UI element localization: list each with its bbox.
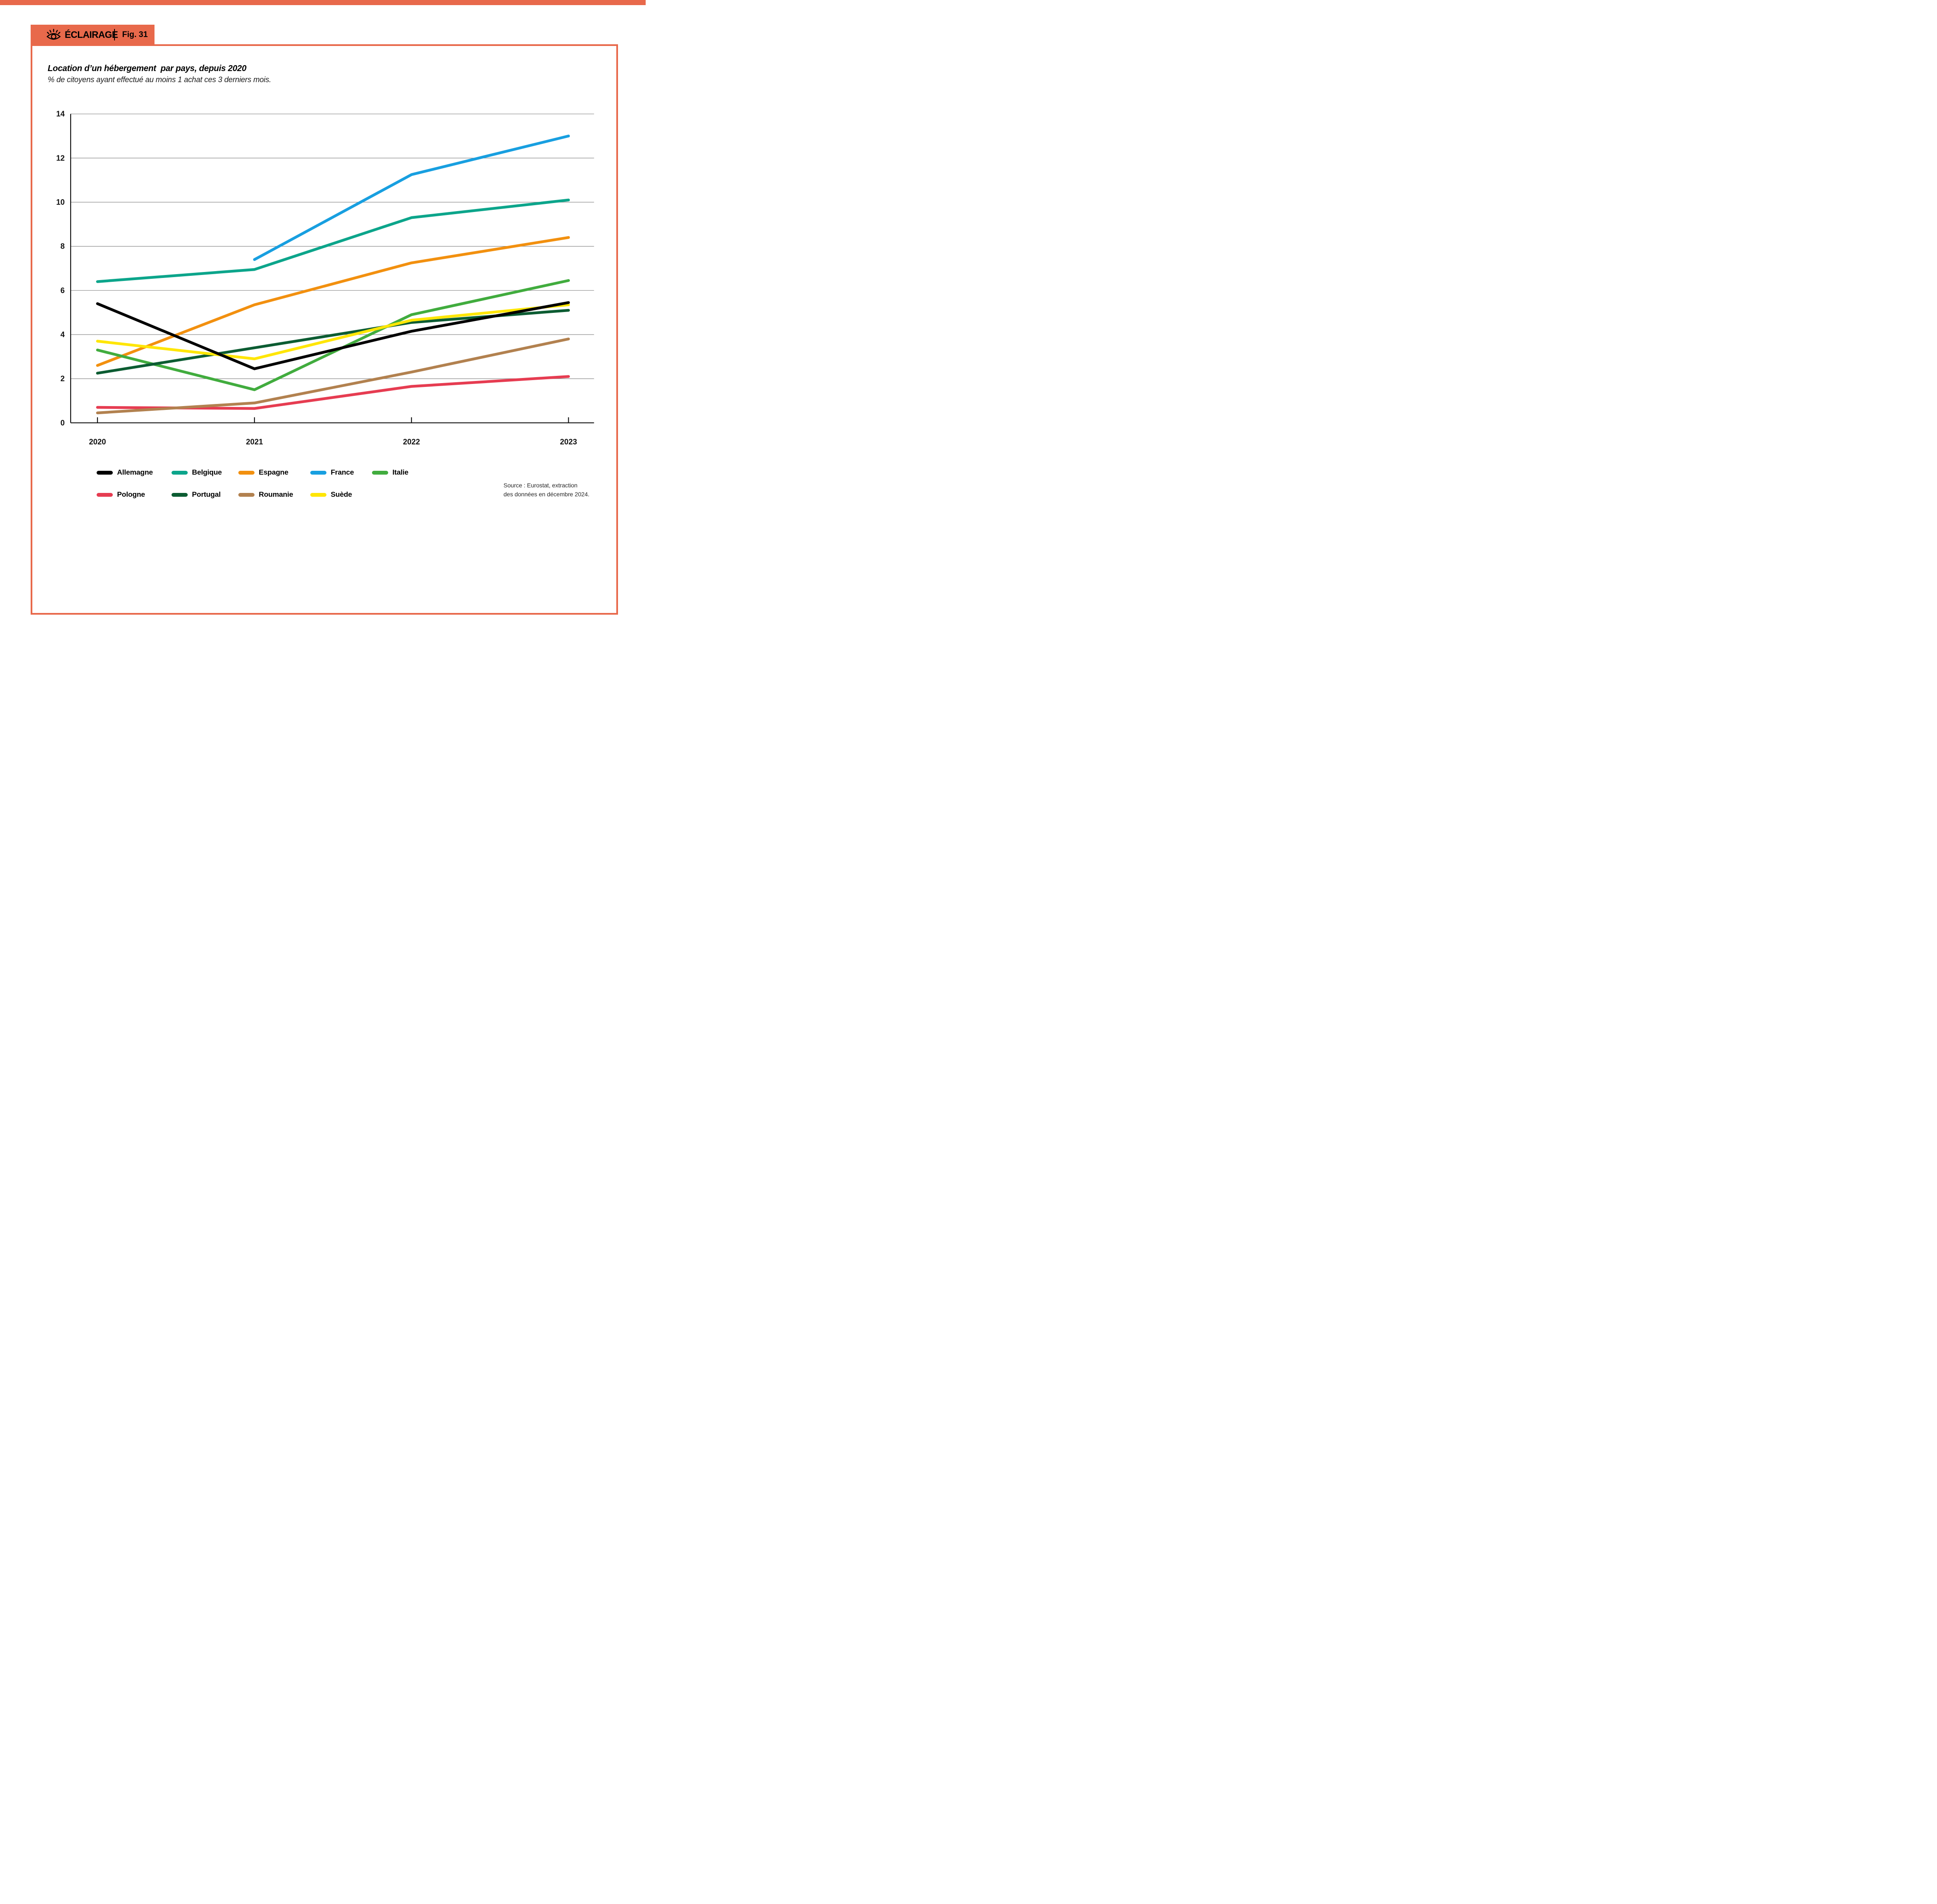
- legend-label: Suède: [331, 490, 352, 498]
- legend-item-Roumanie: Roumanie: [238, 490, 293, 499]
- legend-item-France: France: [310, 468, 354, 477]
- eye-icon: [46, 29, 61, 43]
- y-tick-label: 4: [60, 330, 65, 339]
- legend-swatch-Roumanie: [238, 492, 255, 497]
- legend-item-Portugal: Portugal: [172, 490, 221, 499]
- source-line-2: des données en décembre 2024.: [504, 491, 589, 498]
- x-tick-label: 2023: [560, 438, 577, 446]
- figure-border-frame: [31, 44, 618, 615]
- banner-divider: [114, 29, 115, 40]
- legend-swatch-Suède: [310, 492, 326, 497]
- legend-item-Pologne: Pologne: [97, 490, 145, 499]
- legend-swatch-Belgique: [172, 470, 188, 475]
- banner-figure-label: Fig. 31: [122, 30, 148, 39]
- legend-swatch-France: [310, 470, 326, 475]
- line-chart: 0 2 4 6 8 10 12 14 2020 2021 2022 2023: [56, 110, 594, 446]
- series-line-France: [253, 135, 570, 261]
- legend-item-Suède: Suède: [310, 490, 352, 499]
- source-note: Source : Eurostat, extraction des donnée…: [504, 481, 606, 499]
- y-tick-label: 2: [60, 375, 65, 383]
- series-line-Roumanie: [96, 338, 570, 415]
- legend-label: Pologne: [117, 490, 145, 498]
- y-tick-label: 8: [60, 242, 65, 251]
- legend-label: Belgique: [192, 468, 222, 476]
- legend-label: Italie: [392, 468, 409, 476]
- series-line-Allemagne: [96, 301, 570, 370]
- banner-brand-label: ÉCLAIRAGE: [65, 29, 118, 40]
- y-tick-label: 14: [56, 110, 65, 118]
- y-tick-label: 0: [60, 418, 65, 427]
- legend-item-Allemagne: Allemagne: [97, 468, 153, 477]
- legend-swatch-Espagne: [238, 470, 255, 475]
- legend-label: Portugal: [192, 490, 221, 498]
- legend-label: Roumanie: [259, 490, 293, 498]
- legend-label: France: [331, 468, 354, 476]
- source-line-1: Source : Eurostat, extraction: [504, 482, 578, 489]
- page-title: Location d’un hébergement par pays, depu…: [48, 64, 246, 73]
- y-tick-label: 12: [56, 154, 65, 162]
- legend-label: Espagne: [259, 468, 289, 476]
- legend-item-Espagne: Espagne: [238, 468, 289, 477]
- series-line-Portugal: [96, 309, 570, 375]
- x-tick-label: 2022: [403, 438, 420, 446]
- series-line-Pologne: [96, 375, 570, 410]
- series-line-Espagne: [96, 236, 570, 367]
- y-tick-label: 10: [56, 198, 65, 206]
- page-subtitle: % de citoyens ayant effectué au moins 1 …: [48, 75, 272, 84]
- series-line-Belgique: [96, 198, 570, 283]
- legend-swatch-Portugal: [172, 492, 188, 497]
- legend-item-Belgique: Belgique: [172, 468, 222, 477]
- legend-item-Italie: Italie: [372, 468, 409, 477]
- legend-label: Allemagne: [117, 468, 153, 476]
- figure-banner: ÉCLAIRAGE Fig. 31: [31, 25, 155, 45]
- series-line-Suède: [96, 303, 570, 361]
- x-tick-label: 2021: [246, 438, 263, 446]
- x-tick-label: 2020: [89, 438, 106, 446]
- legend-swatch-Allemagne: [97, 470, 113, 475]
- legend-swatch-Italie: [372, 470, 388, 475]
- series-line-Italie: [96, 279, 570, 391]
- top-accent-bar: [0, 0, 646, 5]
- legend-swatch-Pologne: [97, 492, 113, 497]
- y-tick-label: 6: [60, 286, 65, 295]
